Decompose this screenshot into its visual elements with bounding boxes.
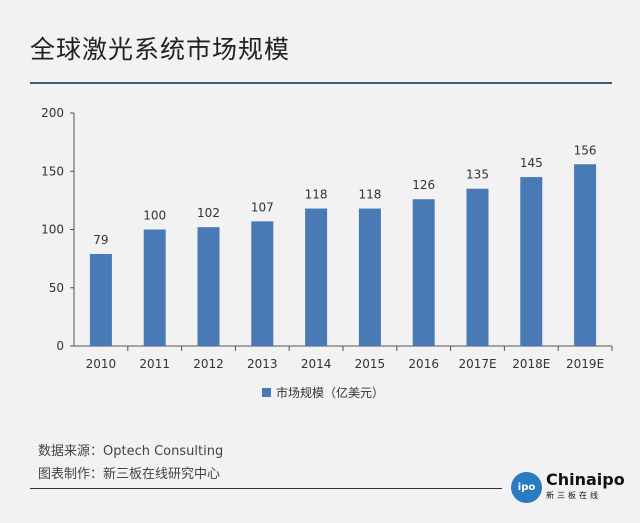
bar bbox=[143, 229, 166, 346]
logo-subtitle: 新三板在线 bbox=[546, 491, 601, 500]
legend-swatch bbox=[262, 388, 271, 397]
x-tick-label: 2018E bbox=[512, 357, 550, 371]
y-tick-label: 0 bbox=[56, 339, 64, 353]
x-tick-label: 2017E bbox=[458, 357, 496, 371]
data-label: 145 bbox=[520, 156, 543, 170]
data-label: 79 bbox=[93, 233, 108, 247]
x-tick-label: 2015 bbox=[355, 357, 386, 371]
bar bbox=[466, 188, 489, 346]
data-label: 126 bbox=[412, 178, 435, 192]
y-tick-label: 100 bbox=[41, 223, 64, 237]
logo-wordmark: Chinaipo bbox=[546, 470, 625, 489]
y-tick-label: 200 bbox=[41, 106, 64, 120]
data-source: 数据来源：Optech Consulting bbox=[38, 444, 224, 459]
data-label: 118 bbox=[305, 188, 328, 202]
y-tick-label: 150 bbox=[41, 164, 64, 178]
data-label: 156 bbox=[574, 143, 597, 157]
data-label: 135 bbox=[466, 168, 489, 182]
logo-circle: ipo bbox=[511, 472, 542, 503]
y-tick-label: 50 bbox=[49, 281, 64, 295]
bar bbox=[412, 199, 435, 346]
data-label: 118 bbox=[358, 188, 381, 202]
x-tick-label: 2016 bbox=[408, 357, 439, 371]
bar bbox=[520, 177, 543, 346]
x-tick-label: 2019E bbox=[566, 357, 604, 371]
x-tick-label: 2014 bbox=[301, 357, 332, 371]
chart-title: 全球激光系统市场规模 bbox=[30, 35, 291, 64]
bar bbox=[574, 164, 597, 346]
bar bbox=[197, 227, 220, 346]
legend-label: 市场规模（亿美元） bbox=[276, 385, 384, 400]
footer-divider bbox=[30, 488, 502, 489]
chinaipo-logo: ipo Chinaipo 新三板在线 bbox=[511, 470, 625, 506]
x-tick-label: 2012 bbox=[193, 357, 224, 371]
bar bbox=[89, 253, 112, 346]
data-label: 100 bbox=[143, 209, 166, 223]
x-tick-label: 2013 bbox=[247, 357, 278, 371]
bar bbox=[305, 208, 328, 346]
data-label: 102 bbox=[197, 206, 220, 220]
data-label: 107 bbox=[251, 200, 274, 214]
x-tick-label: 2011 bbox=[139, 357, 170, 371]
x-tick-label: 2010 bbox=[86, 357, 117, 371]
title-divider bbox=[30, 82, 612, 84]
bar bbox=[251, 221, 274, 346]
bar-chart: 0 50 100 150 200 79 2010 100 2011 102 2012 107 2013 1… bbox=[41, 106, 613, 400]
bar bbox=[358, 208, 381, 346]
chart-maker: 图表制作：新三板在线研究中心 bbox=[38, 467, 221, 482]
